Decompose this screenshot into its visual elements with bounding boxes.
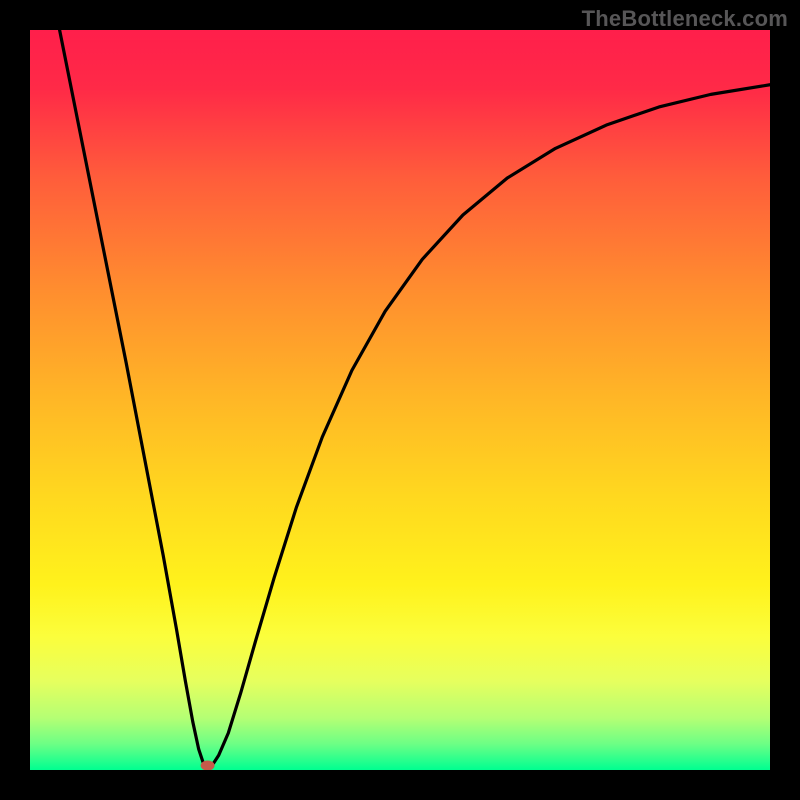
bottleneck-curve [60,30,770,768]
watermark-text: TheBottleneck.com [582,6,788,32]
plot-area [30,30,770,770]
chart-container: TheBottleneck.com [0,0,800,800]
curve-overlay [30,30,770,770]
